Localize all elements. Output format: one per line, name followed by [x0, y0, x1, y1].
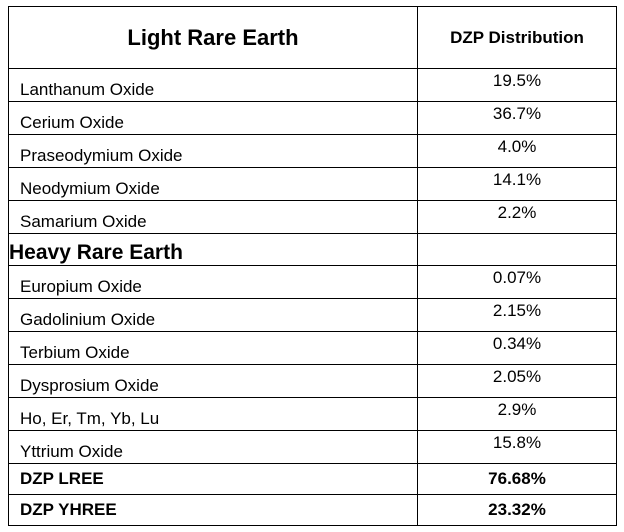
dzp-distribution-heading: DZP Distribution — [417, 6, 617, 69]
total-percentage: 23.32% — [417, 494, 617, 526]
table-row: Europium Oxide 0.07% — [8, 265, 617, 299]
table-row: Cerium Oxide 36.7% — [8, 101, 617, 135]
oxide-name: Neodymium Oxide — [8, 167, 418, 201]
oxide-percentage: 36.7% — [417, 101, 617, 135]
oxide-name: Europium Oxide — [8, 265, 418, 299]
oxide-name: Ho, Er, Tm, Yb, Lu — [8, 397, 418, 431]
dzp-distribution-table: Light Rare Earth DZP Distribution Lantha… — [8, 6, 617, 526]
oxide-name: Lanthanum Oxide — [8, 68, 418, 102]
oxide-percentage: 14.1% — [417, 167, 617, 201]
table-row: Samarium Oxide 2.2% — [8, 200, 617, 234]
oxide-percentage: 4.0% — [417, 134, 617, 168]
table-row: Gadolinium Oxide 2.15% — [8, 298, 617, 332]
table-row: Praseodymium Oxide 4.0% — [8, 134, 617, 168]
light-rare-earth-heading: Light Rare Earth — [8, 6, 418, 69]
heavy-rare-earth-heading: Heavy Rare Earth — [8, 233, 418, 266]
oxide-percentage: 2.2% — [417, 200, 617, 234]
empty-cell — [417, 233, 617, 266]
table-row: Ho, Er, Tm, Yb, Lu 2.9% — [8, 397, 617, 431]
oxide-percentage: 19.5% — [417, 68, 617, 102]
total-percentage: 76.68% — [417, 463, 617, 495]
total-label: DZP LREE — [8, 463, 418, 495]
oxide-percentage: 2.15% — [417, 298, 617, 332]
total-label: DZP YHREE — [8, 494, 418, 526]
oxide-percentage: 2.05% — [417, 364, 617, 398]
oxide-name: Cerium Oxide — [8, 101, 418, 135]
table-row: Terbium Oxide 0.34% — [8, 331, 617, 365]
total-row-yhree: DZP YHREE 23.32% — [8, 494, 617, 526]
table-row: Dysprosium Oxide 2.05% — [8, 364, 617, 398]
oxide-percentage: 0.07% — [417, 265, 617, 299]
total-row-lree: DZP LREE 76.68% — [8, 463, 617, 495]
table-header-row: Light Rare Earth DZP Distribution — [8, 6, 617, 69]
oxide-name: Dysprosium Oxide — [8, 364, 418, 398]
table-row: Yttrium Oxide 15.8% — [8, 430, 617, 464]
table-row: Neodymium Oxide 14.1% — [8, 167, 617, 201]
oxide-name: Gadolinium Oxide — [8, 298, 418, 332]
oxide-name: Yttrium Oxide — [8, 430, 418, 464]
oxide-percentage: 15.8% — [417, 430, 617, 464]
heavy-rare-earth-row: Heavy Rare Earth — [8, 233, 617, 266]
oxide-name: Praseodymium Oxide — [8, 134, 418, 168]
oxide-name: Samarium Oxide — [8, 200, 418, 234]
oxide-name: Terbium Oxide — [8, 331, 418, 365]
oxide-percentage: 2.9% — [417, 397, 617, 431]
oxide-percentage: 0.34% — [417, 331, 617, 365]
table-row: Lanthanum Oxide 19.5% — [8, 68, 617, 102]
